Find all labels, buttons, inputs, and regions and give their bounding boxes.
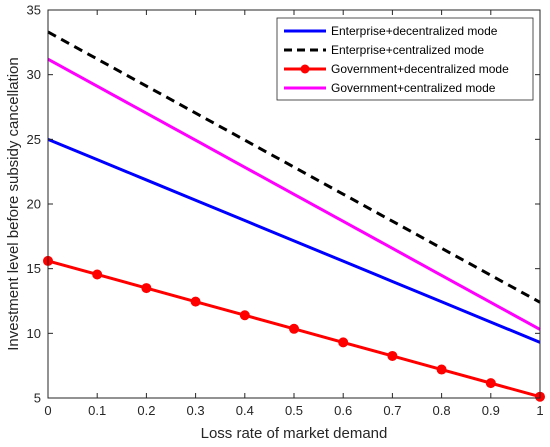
series-line-2	[47, 30, 541, 304]
x-axis-label: Loss rate of market demand	[201, 425, 388, 442]
x-tick-label: 0.3	[187, 403, 205, 418]
y-axis-label: Investment level before subsidy cancella…	[5, 57, 22, 351]
data-point	[190, 296, 201, 307]
data-point	[289, 323, 299, 334]
x-tick-label: 0.9	[482, 403, 500, 418]
series-line-4	[47, 57, 541, 331]
y-tick-label: 35	[27, 3, 41, 18]
data-point	[239, 310, 250, 321]
data-point	[92, 269, 103, 280]
y-tick-label: 10	[27, 326, 41, 341]
y-tick-label: 15	[27, 261, 41, 276]
data-point	[387, 350, 398, 361]
x-tick-label: 1	[536, 403, 543, 418]
y-tick-label: 25	[27, 132, 41, 147]
legend-marker	[300, 64, 310, 74]
x-tick-label: 0.8	[433, 403, 451, 418]
legend-label: Government+decentralized mode	[331, 62, 509, 76]
x-tick-label: 0.4	[236, 403, 254, 418]
y-tick-label: 20	[27, 197, 41, 212]
legend-label: Enterprise+centralized mode	[331, 43, 484, 57]
y-tick-label: 5	[34, 391, 41, 406]
x-tick-label: 0.6	[334, 403, 352, 418]
ticks: 0 0.1 0.2 0.3 0.4 0.5 0.6 0.7 0.8 0.9 151015202530…	[27, 3, 544, 419]
data-point	[436, 364, 447, 375]
legend-label: Enterprise+decentralized mode	[331, 24, 498, 38]
series-line-1	[47, 137, 541, 344]
data-point	[141, 283, 152, 294]
legend: Enterprise+decentralized mode Enterprise+…	[276, 17, 534, 101]
x-tick-label: 0.2	[137, 403, 155, 418]
x-tick-label: 0	[44, 403, 51, 418]
y-tick-label: 30	[27, 67, 41, 82]
legend-label: Government+centralized mode	[331, 81, 496, 95]
x-tick-label: 0.5	[285, 403, 303, 418]
data-point	[338, 337, 349, 348]
x-tick-label: 0.7	[383, 403, 401, 418]
series-layer	[43, 30, 545, 402]
x-tick-label: 0.1	[88, 403, 106, 418]
data-point	[485, 378, 496, 389]
